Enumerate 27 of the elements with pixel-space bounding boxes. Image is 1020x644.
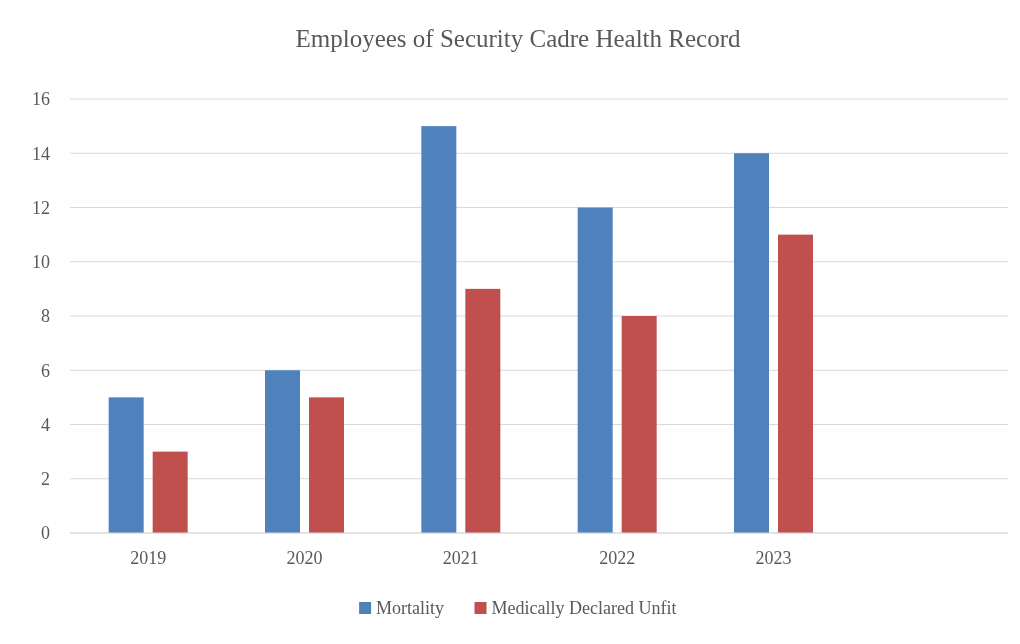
bar — [152, 451, 188, 533]
x-tick-label: 2020 — [286, 548, 323, 568]
bar — [778, 234, 813, 533]
y-tick-label: 6 — [41, 360, 50, 381]
legend-label: Medically Declared Unfit — [491, 598, 677, 619]
y-tick-label: 12 — [32, 197, 50, 218]
y-tick-label: 10 — [32, 252, 50, 273]
bar — [734, 153, 769, 533]
legend-label: Mortality — [376, 598, 445, 619]
x-tick-label: 2019 — [130, 548, 167, 568]
x-tick-label: 2023 — [755, 548, 792, 568]
bar — [465, 288, 501, 533]
x-tick-label: 2022 — [599, 548, 636, 568]
bar — [309, 397, 344, 533]
chart-title: Employees of Security Cadre Health Record — [295, 25, 741, 52]
bar — [577, 207, 613, 533]
y-tick-label: 4 — [41, 414, 50, 435]
bar — [108, 397, 144, 533]
y-tick-label: 0 — [41, 523, 50, 544]
y-tick-label: 2 — [41, 469, 50, 490]
bar — [421, 126, 457, 533]
x-tick-label: 2021 — [442, 548, 479, 568]
bar — [621, 316, 657, 533]
y-tick-label: 16 — [32, 89, 50, 110]
bar — [265, 370, 300, 533]
y-tick-label: 14 — [32, 143, 50, 164]
y-tick-label: 8 — [41, 306, 50, 327]
